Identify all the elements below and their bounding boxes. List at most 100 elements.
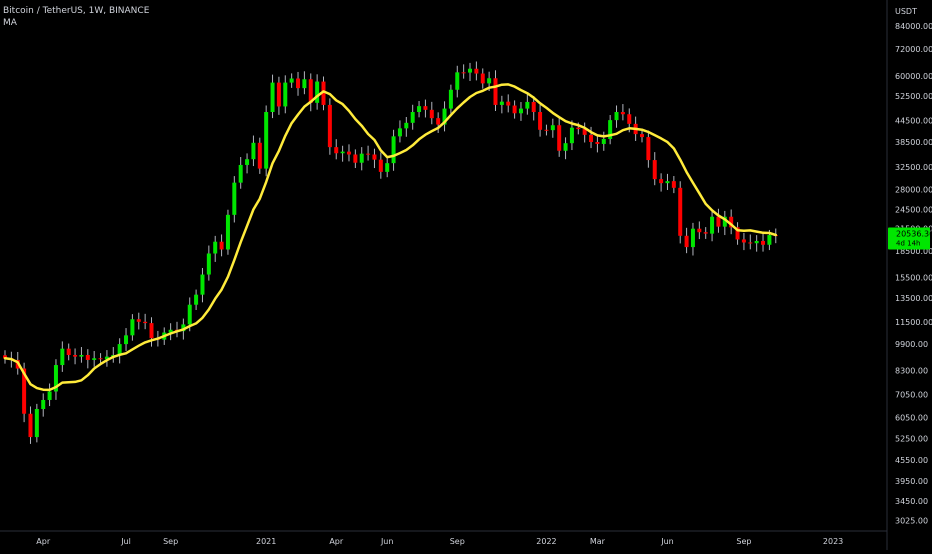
candle[interactable] [60,348,65,366]
candle[interactable] [194,294,199,305]
candle[interactable] [640,134,644,138]
candle[interactable] [468,68,473,73]
candle[interactable] [41,399,46,409]
candle[interactable] [302,79,307,89]
candle[interactable] [206,253,211,275]
candle[interactable] [251,142,256,160]
time-axis[interactable]: Apr Jul Sep 2021 Apr Jun Sep 2022 Mar Jun Sep 2023 [36,537,843,546]
candle[interactable] [366,153,371,155]
candle[interactable] [200,274,205,295]
candle[interactable] [73,355,78,357]
candle[interactable] [308,79,313,103]
candle[interactable] [340,151,345,154]
candle[interactable] [595,142,600,144]
candle[interactable] [346,151,351,155]
candle[interactable] [487,78,492,84]
candle[interactable] [729,216,734,228]
candle[interactable] [53,365,58,392]
candle[interactable] [480,73,485,84]
candle[interactable] [168,329,173,333]
candle[interactable] [117,344,122,356]
candle[interactable] [213,241,218,254]
candle[interactable] [327,104,332,148]
candle[interactable] [149,323,154,339]
candle[interactable] [684,235,689,248]
candle[interactable] [34,408,39,438]
candle[interactable] [499,101,504,105]
candle[interactable] [92,358,97,360]
candle[interactable] [614,112,619,121]
candle[interactable] [28,413,33,438]
candle[interactable] [378,159,383,172]
candle[interactable] [429,109,434,119]
candle[interactable] [391,136,396,164]
candle[interactable] [710,216,715,234]
candle[interactable] [219,241,224,250]
indicator-label[interactable]: MA [3,18,17,28]
candle[interactable] [671,181,676,188]
candle[interactable] [531,101,536,113]
candle[interactable] [461,72,466,74]
candle[interactable] [608,120,613,139]
candle[interactable] [417,106,422,113]
candle[interactable] [124,335,129,345]
candle[interactable] [353,154,358,163]
candle[interactable] [493,78,498,105]
candle[interactable] [423,106,428,110]
candle[interactable] [550,125,555,131]
candle[interactable] [245,159,250,165]
candle[interactable] [563,143,568,151]
candle[interactable] [544,129,549,131]
candle[interactable] [22,368,27,414]
candle[interactable] [104,356,109,360]
candle[interactable] [582,129,587,135]
candle[interactable] [136,319,141,322]
candle[interactable] [385,163,390,172]
candle[interactable] [359,153,364,163]
candle[interactable] [576,127,581,130]
candle[interactable] [741,239,746,243]
candle[interactable] [659,179,664,184]
candle[interactable] [321,81,326,105]
candle[interactable] [66,348,71,356]
candle[interactable] [283,82,288,107]
candle[interactable] [181,324,186,332]
candle[interactable] [410,112,415,123]
candle[interactable] [474,68,479,74]
candle[interactable] [678,187,683,236]
candle[interactable] [296,78,301,89]
candle[interactable] [690,228,695,248]
candle[interactable] [627,114,632,124]
candle[interactable] [3,355,7,359]
candle[interactable] [620,112,625,115]
candle[interactable] [557,125,562,151]
candle[interactable] [754,240,759,244]
candle[interactable] [98,358,103,360]
symbol-title[interactable]: Bitcoin / TetherUS, 1W, BINANCE [3,6,150,16]
candle[interactable] [397,128,402,137]
candle[interactable] [130,319,135,336]
candle[interactable] [79,355,84,357]
candle[interactable] [455,72,460,90]
candle[interactable] [716,216,721,227]
candle[interactable] [143,321,148,324]
candle[interactable] [748,242,753,244]
candle[interactable] [538,112,543,130]
candle[interactable] [225,214,230,250]
candle[interactable] [334,147,339,154]
candle[interactable] [372,154,377,160]
candle[interactable] [703,232,708,234]
candle[interactable] [525,101,530,109]
candle[interactable] [665,181,670,184]
candle[interactable] [232,182,237,215]
candle[interactable] [276,82,281,107]
candle[interactable] [448,89,453,109]
candle[interactable] [761,240,766,245]
candle[interactable] [601,138,606,144]
candle[interactable] [404,122,409,129]
candle[interactable] [442,108,447,125]
candle[interactable] [270,82,275,113]
candle[interactable] [238,164,243,183]
